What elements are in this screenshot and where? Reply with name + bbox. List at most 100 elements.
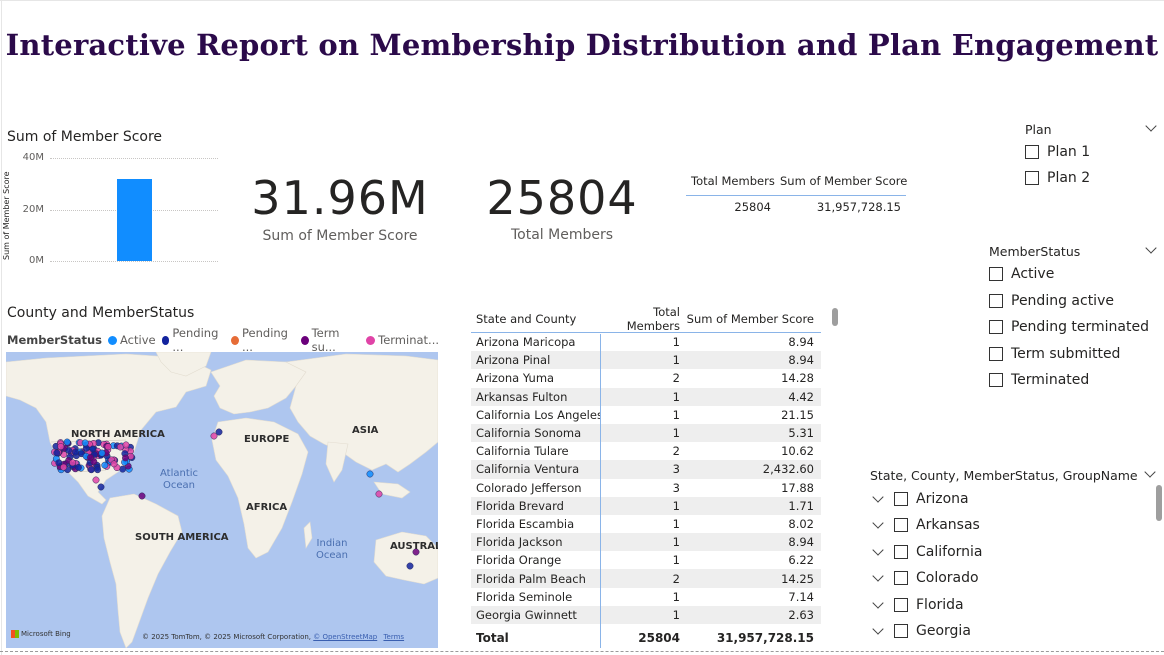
bar-chart-visual[interactable]: Sum of Member Score Sum of Member Score … [0, 125, 230, 275]
checkbox[interactable] [989, 373, 1003, 387]
chevron-down-icon[interactable] [872, 570, 884, 582]
table-row[interactable]: Florida Brevard 1 1.71 [471, 496, 821, 515]
hier-item-florida[interactable]: Florida [871, 597, 964, 613]
map-point[interactable] [60, 463, 68, 471]
table-row[interactable]: Colorado Jefferson 3 17.88 [471, 479, 821, 497]
table-row[interactable]: California Sonoma 1 5.31 [471, 423, 821, 443]
map-point[interactable] [71, 448, 79, 456]
checkbox[interactable] [894, 624, 908, 638]
osm-link[interactable]: © OpenStreetMap [313, 633, 378, 641]
card-total-members[interactable]: 25804 Total Members [462, 165, 662, 255]
table-row[interactable]: Florida Orange 1 6.22 [471, 551, 821, 569]
map-point[interactable] [122, 441, 130, 449]
map-point[interactable] [406, 562, 414, 570]
plan-option-2[interactable]: Plan 2 [1025, 170, 1090, 186]
map-point[interactable] [92, 476, 100, 484]
hierarchy-slicer[interactable]: State, County, MemberStatus, GroupName A… [865, 463, 1164, 648]
map-point[interactable] [101, 461, 109, 469]
summary-table[interactable]: Total Members Sum of Member Score 25804 … [686, 170, 908, 220]
table-row[interactable]: California Los Angeles 1 21.15 [471, 406, 821, 424]
map-point[interactable] [94, 466, 102, 474]
bar-sum-member-score[interactable] [117, 179, 152, 261]
map-point[interactable] [53, 449, 61, 457]
table-row[interactable]: Florida Seminole 1 7.14 [471, 588, 821, 606]
map-point[interactable] [87, 454, 94, 461]
card-sum-member-score[interactable]: 31.96M Sum of Member Score [240, 165, 440, 255]
legend-item-pending-active[interactable]: Pending ... [161, 326, 226, 354]
checkbox[interactable] [989, 320, 1003, 334]
table-row[interactable]: Florida Jackson 1 8.94 [471, 533, 821, 552]
map-point[interactable] [215, 428, 223, 436]
table-row[interactable]: Arizona Maricopa 1 8.94 [471, 333, 821, 351]
map-data-points[interactable] [51, 428, 420, 570]
map-point[interactable] [110, 460, 118, 468]
state-county-table[interactable]: State and County Total Members Sum of Me… [471, 305, 821, 648]
table-row[interactable]: Arizona Pinal 1 8.94 [471, 351, 821, 370]
map-point[interactable] [98, 449, 106, 457]
map-point[interactable] [81, 439, 89, 447]
map-point[interactable] [87, 466, 95, 474]
chevron-down-icon[interactable] [872, 544, 884, 556]
checkbox[interactable] [894, 571, 908, 585]
table-row[interactable]: California Tulare 2 10.62 [471, 442, 821, 460]
status-option-term-submitted[interactable]: Term submitted [989, 346, 1120, 362]
status-option-pending-active[interactable]: Pending active [989, 293, 1114, 309]
checkbox[interactable] [1025, 145, 1039, 159]
hier-item-arizona[interactable]: Arizona [871, 491, 969, 507]
table-row[interactable]: Florida Escambia 1 8.02 [471, 515, 821, 533]
map-point[interactable] [74, 463, 82, 471]
map-point[interactable] [104, 443, 112, 451]
checkbox[interactable] [989, 294, 1003, 308]
table-row[interactable]: Arizona Yuma 2 14.28 [471, 369, 821, 387]
map-point[interactable] [412, 548, 420, 556]
table-row[interactable]: Florida Palm Beach 2 14.25 [471, 569, 821, 588]
checkbox[interactable] [894, 545, 908, 559]
table-row[interactable]: California Ventura 3 2,432.60 [471, 460, 821, 479]
map-point[interactable] [65, 447, 73, 454]
checkbox[interactable] [894, 598, 908, 612]
slicer-scrollbar[interactable] [1156, 485, 1162, 521]
hier-item-georgia[interactable]: Georgia [871, 623, 971, 639]
checkbox[interactable] [894, 492, 908, 506]
checkbox[interactable] [1025, 171, 1039, 185]
table-row[interactable]: Georgia Gwinnett 1 2.63 [471, 605, 821, 624]
map-point[interactable] [69, 459, 77, 467]
map-point[interactable] [63, 438, 71, 446]
map-point[interactable] [375, 490, 383, 498]
status-option-active[interactable]: Active [989, 266, 1054, 282]
hier-item-colorado[interactable]: Colorado [871, 570, 979, 586]
checkbox[interactable] [989, 347, 1003, 361]
map-point[interactable] [366, 470, 374, 478]
hier-item-california[interactable]: California [871, 544, 982, 560]
plan-slicer[interactable]: Plan Plan 1 Plan 2 [1020, 118, 1160, 198]
chevron-down-icon[interactable] [1144, 466, 1156, 478]
map-point[interactable] [210, 432, 218, 440]
header-sum-member-score[interactable]: Sum of Member Score [686, 311, 814, 326]
map-point[interactable] [138, 492, 146, 500]
summary-header-total-members[interactable]: Total Members [691, 174, 775, 188]
map-point[interactable] [97, 483, 105, 491]
chevron-down-icon[interactable] [1145, 120, 1157, 132]
chevron-down-icon[interactable] [872, 517, 884, 529]
chevron-down-icon[interactable] [1145, 242, 1157, 254]
member-status-slicer[interactable]: MemberStatus Active Pending active Pendi… [984, 240, 1160, 395]
legend-item-terminated[interactable]: Terminat... [366, 333, 439, 347]
map-point[interactable] [122, 454, 129, 462]
map-point[interactable] [55, 459, 63, 467]
map-point[interactable] [89, 445, 97, 453]
map-canvas[interactable]: NORTH AMERICA EUROPE ASIA AFRICA SOUTH A… [6, 352, 438, 648]
table-scrollbar[interactable] [832, 308, 838, 326]
hier-item-arkansas[interactable]: Arkansas [871, 517, 980, 533]
map-point[interactable] [57, 443, 65, 451]
header-total-members[interactable]: Total Members [626, 304, 680, 333]
header-state-county[interactable]: State and County [476, 311, 577, 326]
chevron-down-icon[interactable] [872, 491, 884, 503]
checkbox[interactable] [989, 267, 1003, 281]
chevron-down-icon[interactable] [872, 623, 884, 635]
checkbox[interactable] [894, 518, 908, 532]
terms-link[interactable]: Terms [383, 633, 405, 641]
legend-item-term-submitted[interactable]: Term su... [300, 326, 360, 354]
status-option-pending-terminated[interactable]: Pending terminated [989, 319, 1149, 335]
map-legend[interactable]: MemberStatus Active Pending ... Pending … [7, 326, 439, 354]
plan-option-1[interactable]: Plan 1 [1025, 144, 1090, 160]
